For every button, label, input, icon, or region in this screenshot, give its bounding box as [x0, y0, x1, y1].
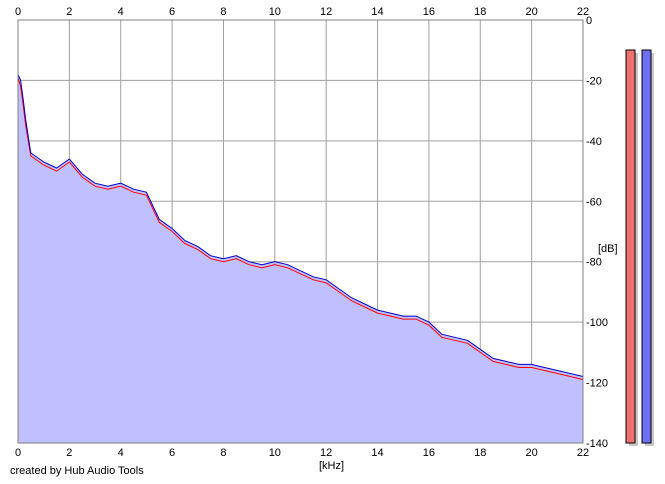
spectrum-area	[18, 74, 583, 444]
level-meter-R	[641, 49, 652, 444]
x-tick-label-top: 20	[526, 6, 538, 18]
y-tick-label: -80	[586, 257, 602, 269]
x-tick-label-top: 14	[371, 6, 383, 18]
x-tick-label-top: 4	[118, 6, 124, 18]
x-tick-label-top: 12	[320, 6, 332, 18]
x-tick-label-bottom: 12	[320, 447, 332, 459]
x-tick-label-bottom: 4	[118, 447, 124, 459]
series-line-2	[17, 74, 584, 377]
x-axis-title: [kHz]	[319, 460, 344, 472]
y-tick-label: -40	[586, 136, 602, 148]
y-axis-title: [dB]	[598, 243, 618, 255]
x-tick-label-top: 2	[66, 6, 72, 18]
x-tick-label-bottom: 22	[577, 447, 589, 459]
x-tick-label-top: 22	[577, 6, 589, 18]
x-tick-label-top: 16	[423, 6, 435, 18]
y-tick-label: -140	[586, 438, 608, 450]
x-tick-label-bottom: 2	[66, 447, 72, 459]
y-tick-label: -100	[586, 317, 608, 329]
x-tick-label-top: 6	[169, 6, 175, 18]
x-tick-label-top: 10	[269, 6, 281, 18]
y-tick-label: -60	[586, 196, 602, 208]
series-lines	[17, 74, 584, 381]
x-tick-label-top: 0	[15, 6, 21, 18]
x-tick-label-bottom: 8	[220, 447, 226, 459]
spectrum-fill	[18, 74, 583, 444]
x-tick-label-bottom: 18	[474, 447, 486, 459]
y-tick-label: -120	[586, 378, 608, 390]
x-tick-label-top: 8	[220, 6, 226, 18]
tick-labels: 002244668810101212141416161818202022220-…	[15, 6, 608, 459]
x-tick-label-bottom: 0	[15, 447, 21, 459]
x-tick-label-bottom: 16	[423, 447, 435, 459]
plot-frame	[17, 19, 584, 444]
level-meters	[625, 49, 654, 446]
x-tick-label-bottom: 6	[169, 447, 175, 459]
x-tick-label-bottom: 14	[371, 447, 383, 459]
series-line-1	[17, 77, 584, 381]
y-tick-label: 0	[586, 15, 592, 27]
x-tick-label-bottom: 20	[526, 447, 538, 459]
credit-text: created by Hub Audio Tools	[10, 465, 144, 477]
x-tick-label-top: 18	[474, 6, 486, 18]
level-meter-L	[625, 49, 636, 444]
y-tick-label: -20	[586, 75, 602, 87]
x-tick-label-bottom: 10	[269, 447, 281, 459]
